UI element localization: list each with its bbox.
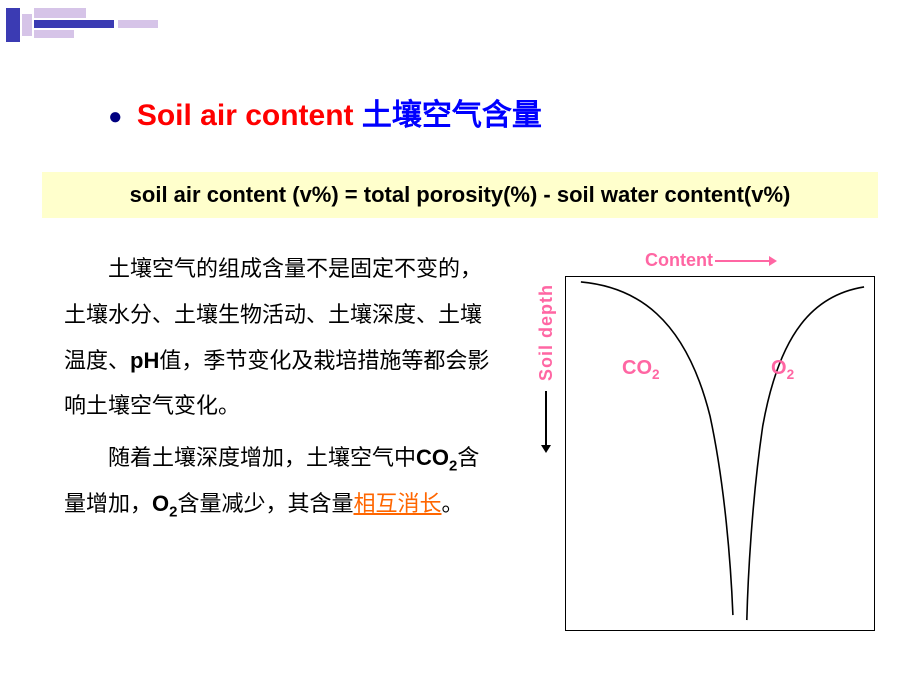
co2-curve xyxy=(581,282,733,615)
chart-x-axis-label: Content xyxy=(645,250,777,271)
depth-content-chart: Content Soil depth CO2 xyxy=(523,246,878,646)
chart-curves xyxy=(566,277,874,630)
p2-part-d: 。 xyxy=(442,491,464,516)
y-label-text: Soil depth xyxy=(536,284,557,381)
o2-label: O2 xyxy=(771,357,794,382)
p2-part-a: 随着土壤深度增加，土壤空气中 xyxy=(108,445,416,470)
p2-co2: CO2 xyxy=(416,445,457,470)
slide-title: ● Soil air content 土壤空气含量 xyxy=(108,90,878,134)
slide: ● Soil air content 土壤空气含量 soil air conte… xyxy=(0,0,920,690)
paragraph-2: 随着土壤深度增加，土壤空气中CO2含量增加，O2含量减少，其含量相互消长。 xyxy=(64,435,499,528)
body-text: 土壤空气的组成含量不是固定不变的，土壤水分、土壤生物活动、土壤深度、土壤温度、p… xyxy=(64,246,499,646)
formula-text: soil air content (v%) = total porosity(%… xyxy=(48,182,872,208)
formula-box: soil air content (v%) = total porosity(%… xyxy=(42,172,878,218)
p2-highlight: 相互消长 xyxy=(353,491,441,516)
paragraph-1: 土壤空气的组成含量不是固定不变的，土壤水分、土壤生物活动、土壤深度、土壤温度、p… xyxy=(64,246,499,429)
title-cn: 土壤空气含量 xyxy=(362,99,542,132)
chart-y-axis-label: Soil depth xyxy=(533,284,559,514)
content-row: 土壤空气的组成含量不是固定不变的，土壤水分、土壤生物活动、土壤深度、土壤温度、p… xyxy=(42,246,878,646)
co2-label: CO2 xyxy=(622,357,660,382)
p2-part-c: 含量减少，其含量 xyxy=(177,491,353,516)
title-en: Soil air content xyxy=(137,99,354,132)
title-bullet: ● xyxy=(108,103,123,130)
p1-ph: pH xyxy=(130,348,159,373)
arrow-down-icon xyxy=(539,391,553,458)
chart-plot-area: CO2 O2 xyxy=(565,276,875,631)
p2-o2: O2 xyxy=(152,491,177,516)
o2-curve xyxy=(747,287,864,620)
arrow-right-icon xyxy=(715,254,777,268)
x-label-text: Content xyxy=(645,250,713,271)
